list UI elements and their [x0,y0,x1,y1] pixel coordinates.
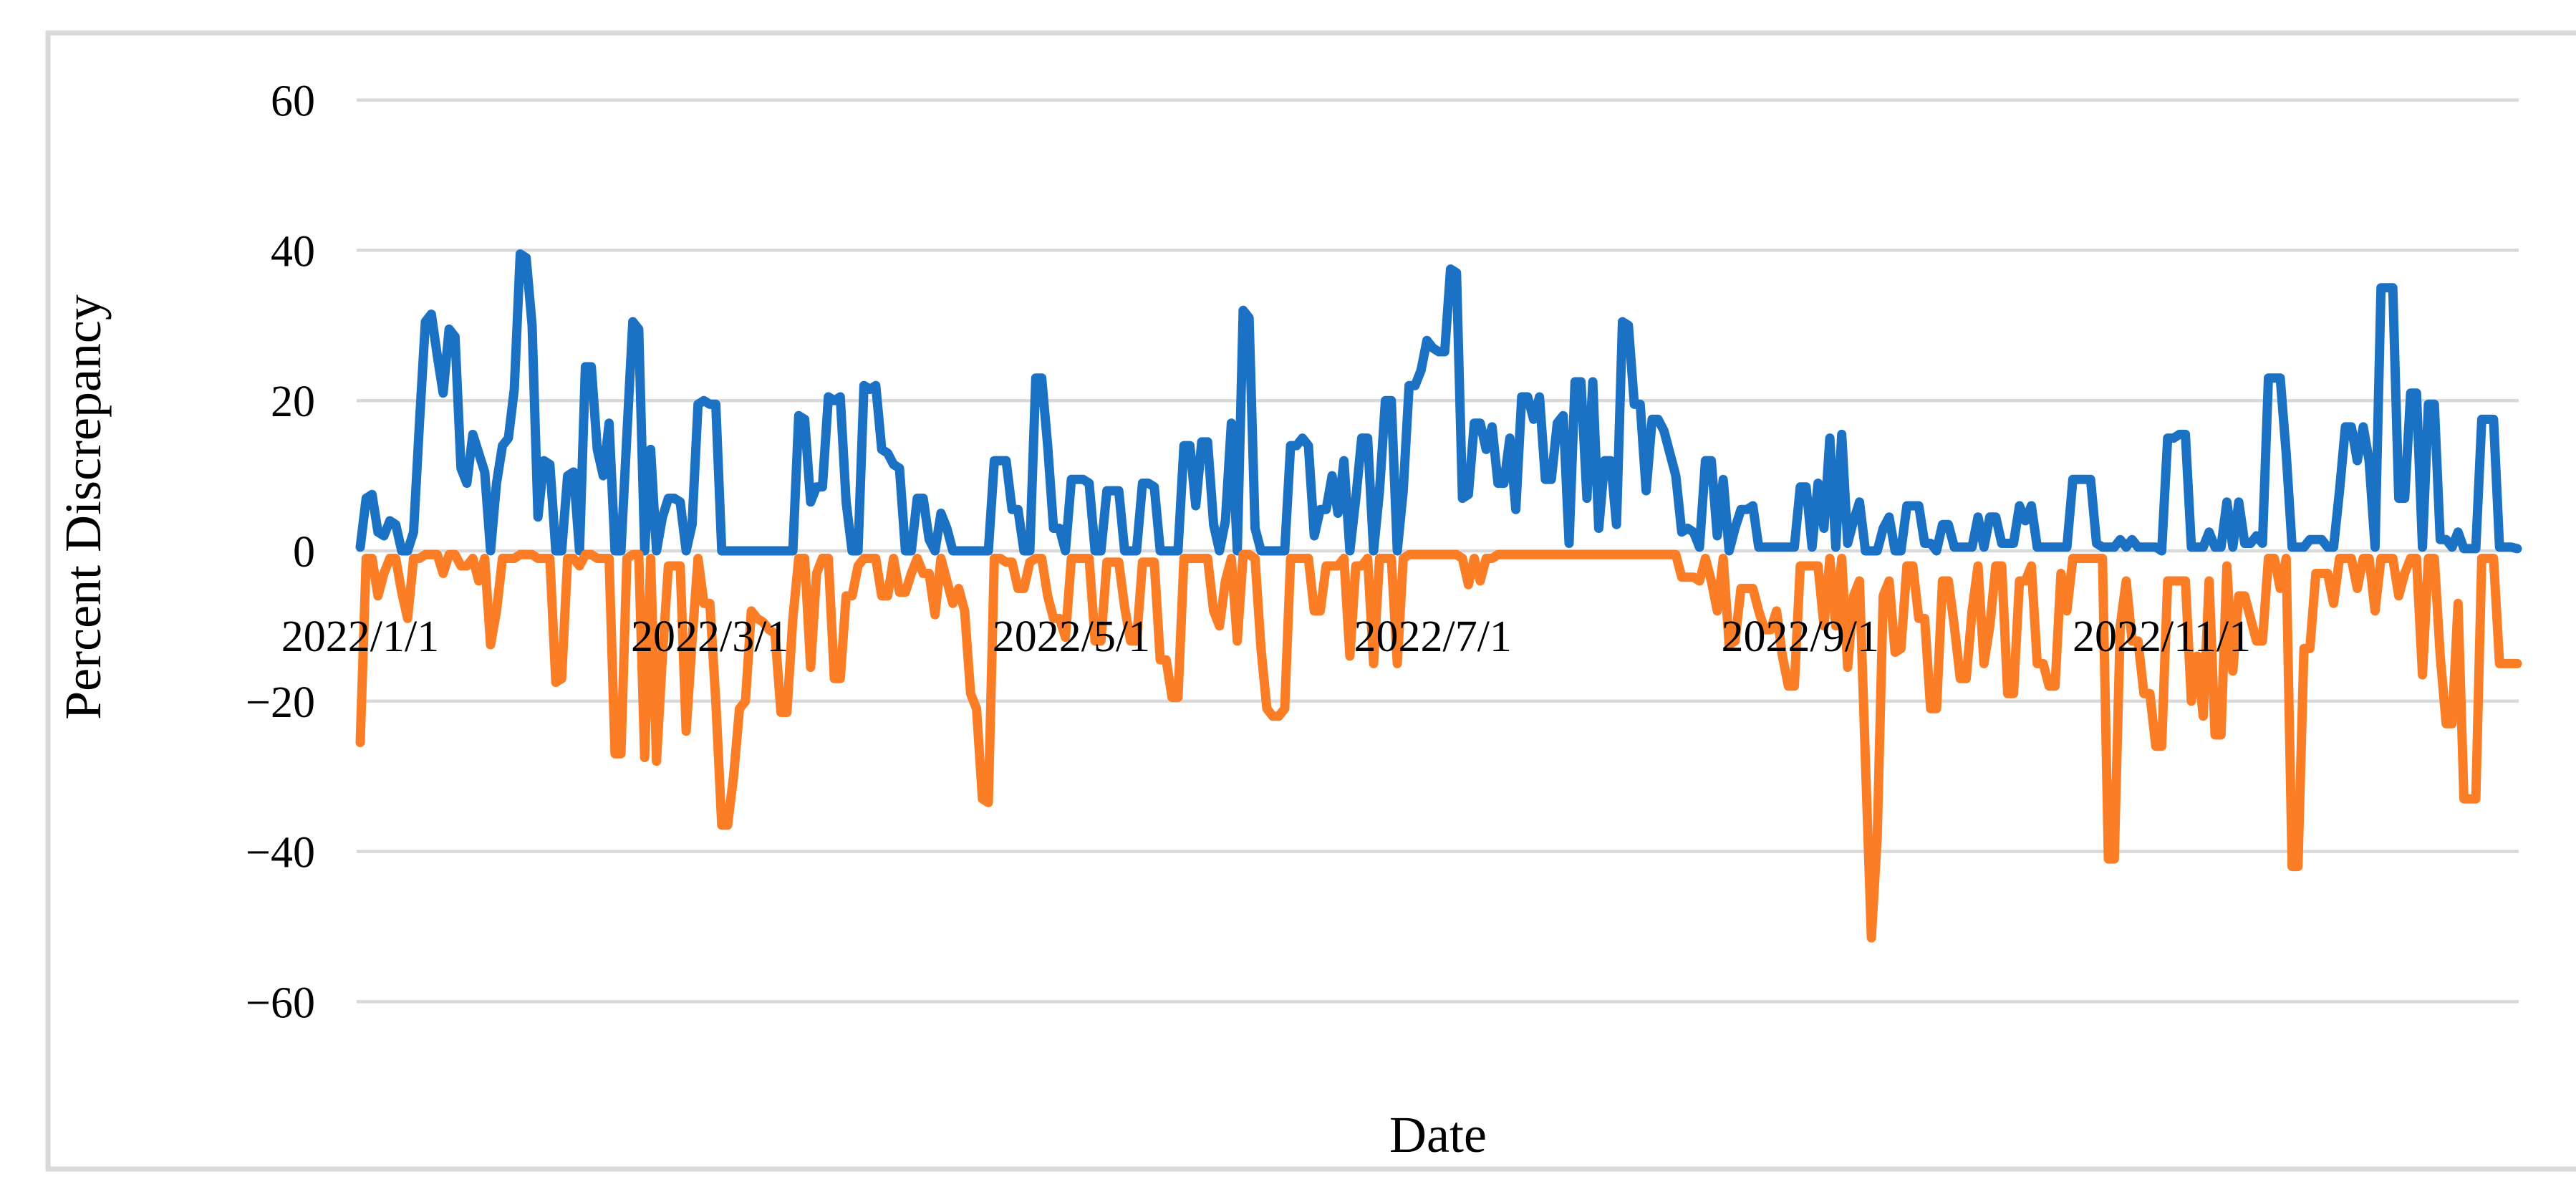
series-line-negative-discrepancy [355,549,2522,943]
y-tick-label: −60 [246,979,315,1027]
y-axis-title: Percent Discrepancy [54,294,112,720]
y-tick-label: 40 [271,227,315,276]
series-lines [355,249,2522,943]
chart-svg: 60 40 20 0 −20 −40 −60 2022/1/1 2022/3/1 2022/5/1… [29,11,2576,1191]
chart-background [29,11,2576,1191]
y-tick-label: 0 [293,528,315,577]
y-tick-label: −40 [246,829,315,878]
discrepancy-line-chart: 60 40 20 0 −20 −40 −60 2022/1/1 2022/3/1 2022/5/1… [29,11,2576,1191]
x-tick-label: 2022/3/1 [631,612,788,661]
x-axis-title: Date [1389,1106,1487,1163]
tick-labels: 60 40 20 0 −20 −40 −60 2022/1/1 2022/3/1 2022/5/1… [246,77,2251,1028]
x-tick-label: 2022/5/1 [993,612,1150,661]
figure-border [45,30,2576,1172]
y-tick-label: 60 [271,77,315,126]
y-tick-label: −20 [246,678,315,727]
x-tick-label: 2022/1/1 [281,612,439,661]
series-line-positive-discrepancy [355,249,2522,556]
x-tick-label: 2022/7/1 [1354,612,1511,661]
x-tick-label: 2022/9/1 [1722,612,1879,661]
x-tick-label: 2022/11/1 [2073,612,2251,661]
y-tick-label: 20 [271,378,315,426]
